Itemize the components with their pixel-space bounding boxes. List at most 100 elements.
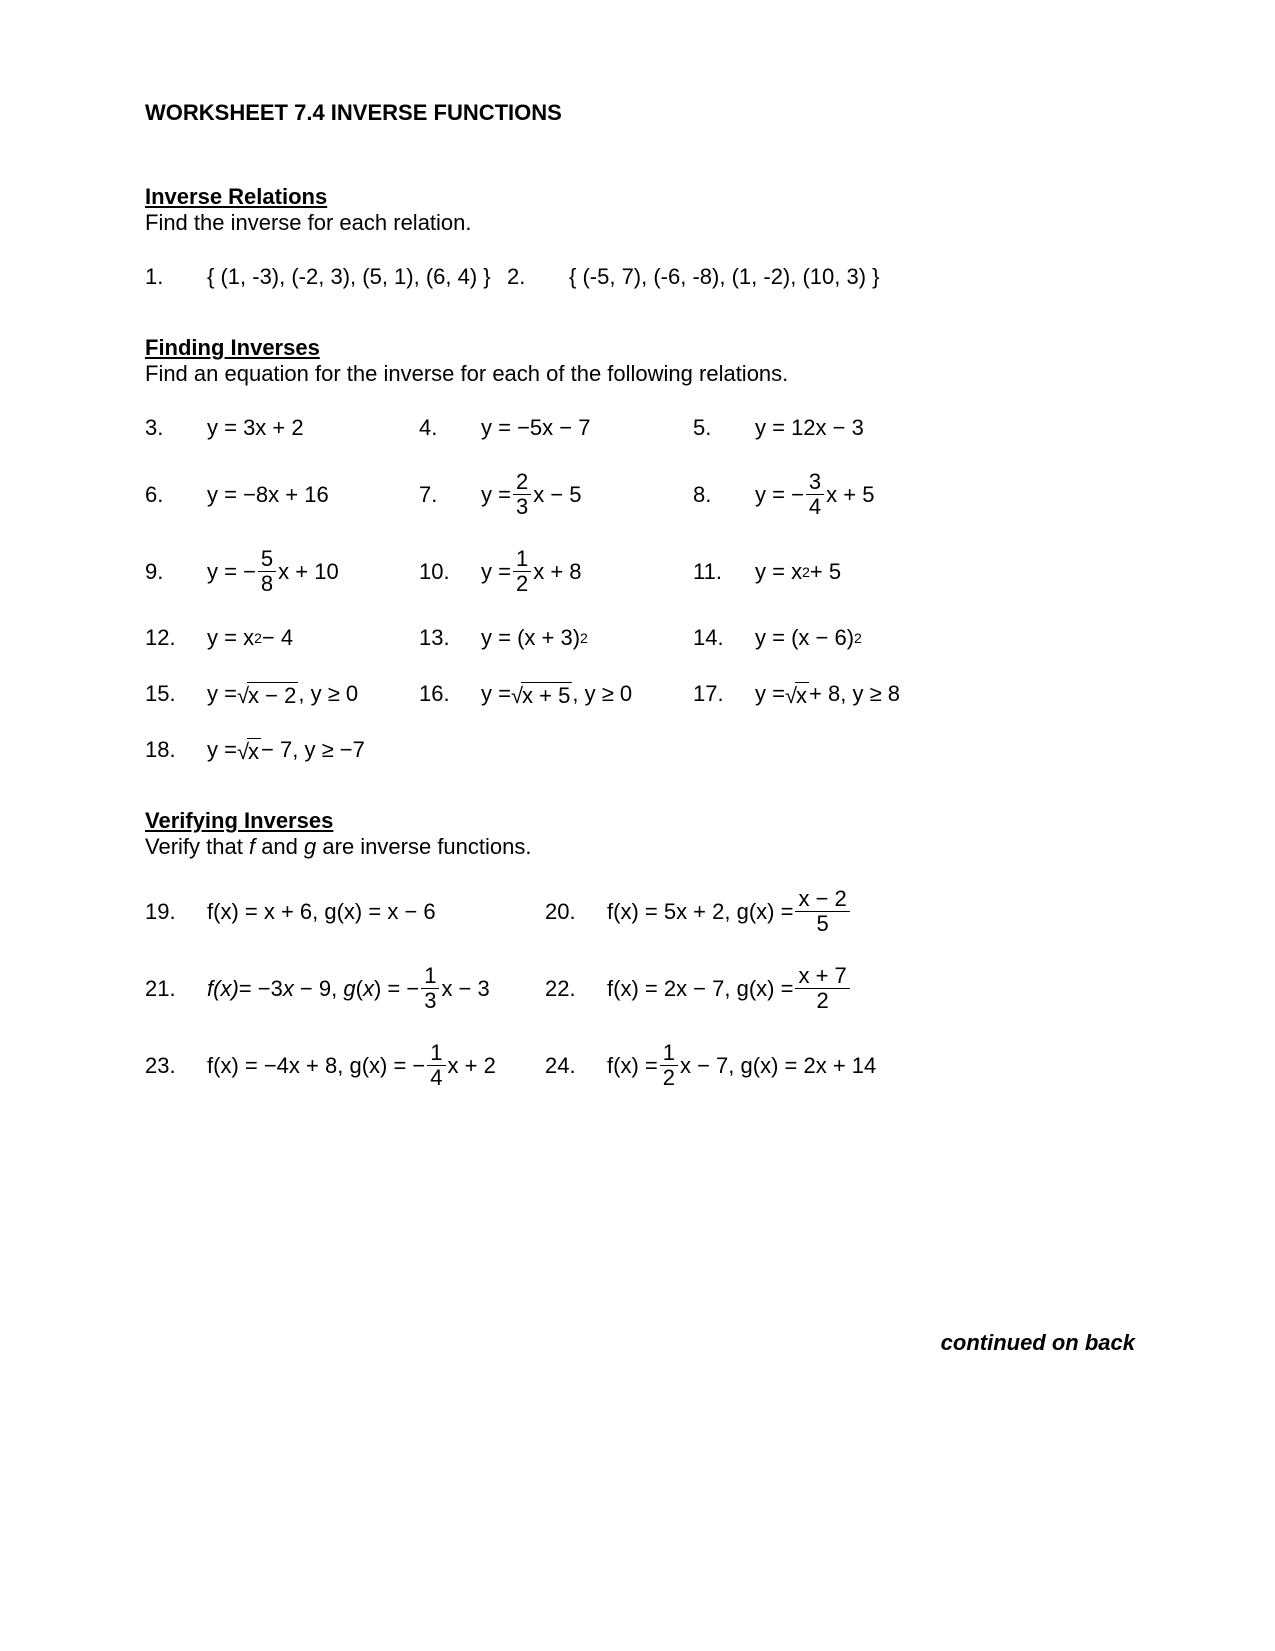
section-instruction: Verify that f and g are inverse function…	[145, 834, 1135, 860]
superscript: 2	[254, 630, 262, 646]
problem-number: 9.	[145, 559, 207, 585]
problem-body: y = (x − 6)2	[755, 625, 862, 651]
problem-body: { (1, -3), (-2, 3), (5, 1), (6, 4) }	[207, 264, 507, 290]
problem-body: y = √x + 5 , y ≥ 0	[481, 681, 693, 707]
section-instruction: Find an equation for the inverse for eac…	[145, 361, 1135, 387]
problem-number: 6.	[145, 482, 207, 508]
problem-body: y = x2 − 4	[207, 625, 419, 651]
problem-body: y = 12 x + 8	[481, 548, 693, 595]
problem-number: 22.	[545, 976, 607, 1002]
eq-pre: f(x) = 5x + 2, g(x) =	[607, 899, 793, 925]
problem-number: 2.	[507, 264, 569, 290]
problem-row: 1. { (1, -3), (-2, 3), (5, 1), (6, 4) } …	[145, 264, 1135, 290]
fraction: 23	[513, 471, 531, 518]
problem-body: y = (x + 3)2	[481, 625, 693, 651]
problem-number: 1.	[145, 264, 207, 290]
eq-pre: f(x) = 2x − 7, g(x) =	[607, 976, 793, 1002]
sqrt-body: x − 2	[247, 682, 298, 707]
problem-number: 19.	[145, 899, 207, 925]
fraction-numerator: x + 7	[795, 965, 849, 989]
problem-body: f(x) = 5x + 2, g(x) = x − 25	[607, 888, 852, 935]
eq-post: x + 5	[826, 482, 874, 508]
problem-row: 18. y = √x − 7, y ≥ −7	[145, 737, 1135, 763]
problem-number: 7.	[419, 482, 481, 508]
section-heading: Verifying Inverses	[145, 808, 1135, 834]
sqrt: √x + 5	[511, 682, 572, 707]
fraction-denominator: 2	[660, 1066, 678, 1089]
eq-pre: y =	[481, 681, 511, 707]
problem-row: 23. f(x) = −4x + 8, g(x) = − 14 x + 2 24…	[145, 1042, 1135, 1089]
eq-pre: y = x	[207, 625, 254, 651]
fraction-numerator: 1	[421, 965, 439, 989]
problem-row: 6. y = −8x + 16 7. y = 23 x − 5 8. y = −…	[145, 471, 1135, 518]
problem-number: 4.	[419, 415, 481, 441]
fraction: x − 25	[795, 888, 849, 935]
problem-number: 13.	[419, 625, 481, 651]
eq-pre: y = x	[755, 559, 802, 585]
fraction-denominator: 4	[806, 495, 824, 518]
section-heading: Inverse Relations	[145, 184, 1135, 210]
problem-body: f(x) = 12 x − 7, g(x) = 2x + 14	[607, 1042, 876, 1089]
eq-pre: f(x)	[207, 976, 239, 1002]
problem-number: 17.	[693, 681, 755, 707]
problem-row: 12. y = x2 − 4 13. y = (x + 3)2 14. y = …	[145, 625, 1135, 651]
superscript: 2	[802, 564, 810, 580]
eq-post: + 5	[810, 559, 841, 585]
eq-post: x − 7, g(x) = 2x + 14	[680, 1053, 876, 1079]
fraction-numerator: 1	[513, 548, 531, 572]
fraction: 12	[513, 548, 531, 595]
eq-pre: y = (x + 3)	[481, 625, 580, 651]
problem-body: y = √x + 8, y ≥ 8	[755, 681, 900, 707]
eq-pre: y = (x − 6)	[755, 625, 854, 651]
fraction-numerator: 1	[427, 1042, 445, 1066]
superscript: 2	[580, 630, 588, 646]
problem-number: 20.	[545, 899, 607, 925]
eq-pre: y = −	[207, 559, 256, 585]
sqrt-body: x + 5	[521, 682, 572, 707]
problem-number: 23.	[145, 1053, 207, 1079]
fraction-denominator: 2	[513, 572, 531, 595]
problem-number: 24.	[545, 1053, 607, 1079]
fraction: 12	[660, 1042, 678, 1089]
fraction: x + 72	[795, 965, 849, 1012]
eq-post: x + 2	[448, 1053, 496, 1079]
superscript: 2	[854, 630, 862, 646]
worksheet-title: WORKSHEET 7.4 INVERSE FUNCTIONS	[145, 100, 1135, 126]
eq-post: , y ≥ 0	[298, 681, 358, 707]
problem-number: 12.	[145, 625, 207, 651]
fraction-numerator: x − 2	[795, 888, 849, 912]
eq-pre: y =	[481, 559, 511, 585]
eq-pre: y =	[755, 681, 785, 707]
eq-post: − 4	[262, 625, 293, 651]
problem-number: 21.	[145, 976, 207, 1002]
fraction-numerator: 5	[258, 548, 276, 572]
sqrt: √x	[785, 682, 809, 707]
problem-body: { (-5, 7), (-6, -8), (1, -2), (10, 3) }	[569, 264, 880, 290]
fraction-denominator: 8	[258, 572, 276, 595]
problem-body: f(x) = 2x − 7, g(x) = x + 72	[607, 965, 852, 1012]
fraction-denominator: 5	[813, 912, 831, 935]
fraction: 34	[806, 471, 824, 518]
problem-body: y = √x − 7, y ≥ −7	[207, 737, 365, 763]
sqrt: √x	[237, 738, 261, 763]
problem-number: 11.	[693, 559, 755, 585]
problem-body: y = − 58 x + 10	[207, 548, 419, 595]
fraction-denominator: 4	[427, 1066, 445, 1089]
problem-body: y = 12x − 3	[755, 415, 864, 441]
sqrt-body: x	[247, 738, 261, 763]
fraction: 13	[421, 965, 439, 1012]
problem-body: y = − 34 x + 5	[755, 471, 874, 518]
eq-post: , y ≥ 0	[572, 681, 632, 707]
fraction-numerator: 3	[806, 471, 824, 495]
eq-post: + 8, y ≥ 8	[809, 681, 900, 707]
sqrt-body: x	[795, 682, 809, 707]
fraction: 58	[258, 548, 276, 595]
fraction-numerator: 1	[660, 1042, 678, 1066]
problem-body: y = −8x + 16	[207, 482, 419, 508]
problem-number: 8.	[693, 482, 755, 508]
eq-pre: y = −	[755, 482, 804, 508]
problem-body: f(x) = −4x + 8, g(x) = − 14 x + 2	[207, 1042, 545, 1089]
problem-row: 19. f(x) = x + 6, g(x) = x − 6 20. f(x) …	[145, 888, 1135, 935]
footer-note: continued on back	[941, 1330, 1135, 1356]
problem-number: 18.	[145, 737, 207, 763]
